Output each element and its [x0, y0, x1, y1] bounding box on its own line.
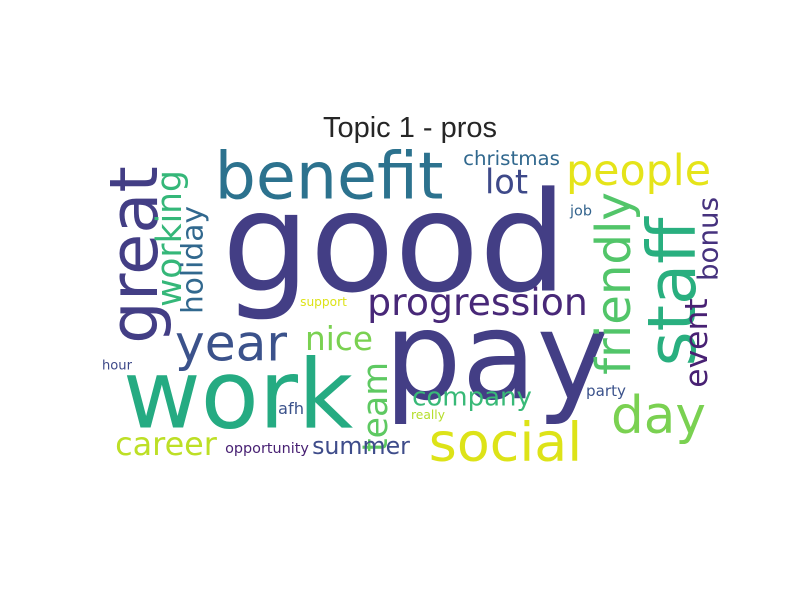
word-afh: afh	[278, 399, 304, 418]
word-great: great	[95, 166, 173, 344]
word-hour: hour	[102, 359, 133, 374]
word-benefit: benefit	[215, 140, 444, 215]
word-party: party	[586, 382, 626, 400]
word-lot: lot	[485, 163, 528, 202]
word-summer: summer	[312, 432, 410, 460]
word-staff: staff	[633, 216, 711, 367]
word-company: company	[412, 383, 532, 413]
word-holiday: holiday	[176, 206, 211, 314]
word-good: good	[222, 163, 567, 324]
chart-title: Topic 1 - pros	[322, 112, 498, 144]
word-career: career	[115, 425, 218, 463]
word-day: day	[611, 386, 706, 446]
word-year: year	[175, 314, 287, 373]
word-working: working	[150, 170, 190, 307]
word-event: event	[679, 298, 715, 387]
word-christmas: christmas	[463, 147, 560, 170]
word-nice: nice	[305, 320, 373, 358]
word-bonus: bonus	[692, 197, 725, 281]
word-really: really	[411, 408, 445, 422]
word-work: work	[123, 341, 353, 451]
word-team: team	[356, 362, 396, 452]
word-job: job	[569, 204, 592, 220]
word-opportunity: opportunity	[225, 441, 309, 457]
word-support: support	[300, 295, 347, 309]
word-friendly: friendly	[586, 192, 642, 375]
word-social: social	[429, 411, 582, 474]
word-progression: progression	[367, 280, 588, 324]
word-people: people	[566, 146, 711, 196]
word-pay: pay	[384, 285, 609, 428]
